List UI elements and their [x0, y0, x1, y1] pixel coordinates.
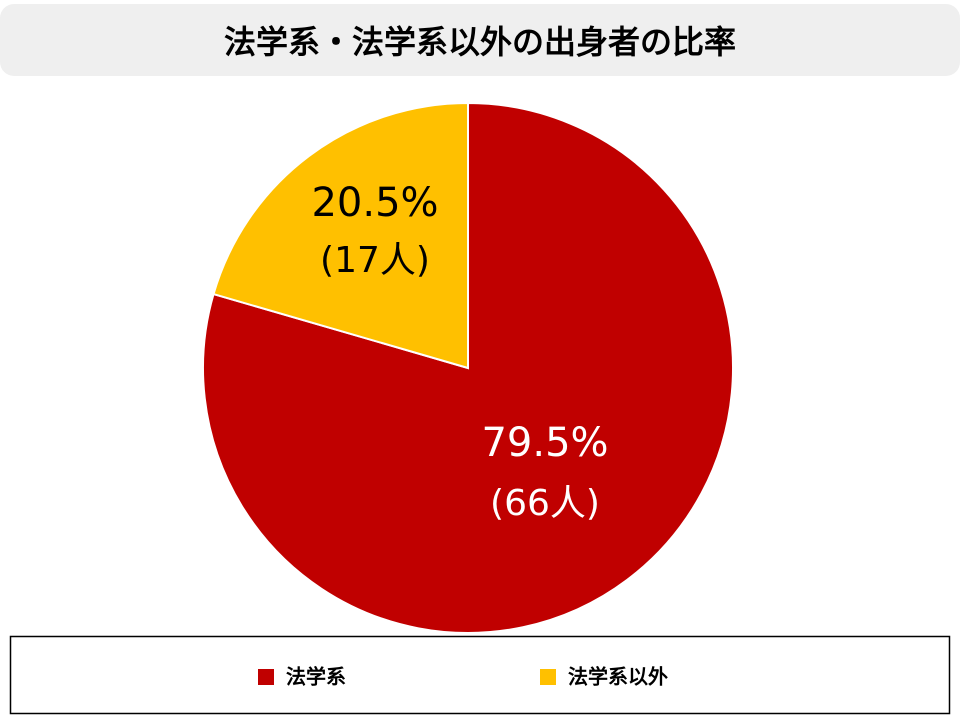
count-label: (17人): [320, 240, 430, 281]
legend-label: 法学系以外: [568, 665, 668, 689]
title-banner: [0, 4, 960, 76]
legend-swatch: [258, 669, 274, 685]
legend-box: [9, 635, 951, 715]
chart-title: 法学系・法学系以外の出身者の比率: [224, 23, 736, 61]
legend-label: 法学系: [286, 665, 346, 689]
value-label: 79.5%: [481, 420, 608, 466]
pie-slice: [212, 101, 469, 370]
count-label: (66人): [490, 483, 600, 524]
value-label: 20.5%: [311, 180, 438, 226]
legend-swatch: [540, 669, 556, 685]
